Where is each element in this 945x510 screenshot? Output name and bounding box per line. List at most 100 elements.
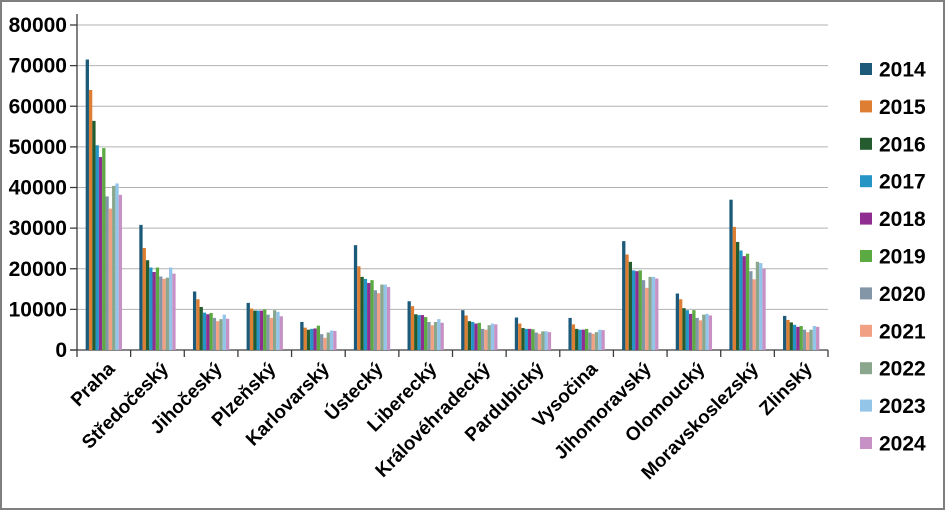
legend-swatch-2019	[860, 250, 872, 262]
bar-Olomoucký-2023	[705, 313, 709, 350]
legend-label-2022: 2022	[879, 358, 926, 381]
bar-Zlinský-2018	[796, 326, 800, 350]
legend-label-2018: 2018	[879, 208, 926, 231]
bar-Ústecký-2019	[370, 280, 374, 351]
bar-Královéhradecký-2016	[467, 321, 472, 350]
bar-Královéhradecký-2015	[464, 315, 468, 350]
bar-Ústecký-2022	[380, 284, 384, 350]
bar-Liberecký-2018	[420, 315, 425, 350]
bar-Zlinský-2014	[783, 315, 787, 351]
bar-Ústecký-2024	[386, 287, 391, 350]
bar-Královéhradecký-2018	[474, 323, 478, 350]
bar-Plzeňský-2021	[269, 317, 273, 350]
x-axis-label: Praha	[67, 358, 119, 410]
bar-Jihočeský-2019	[209, 313, 213, 350]
bar-Karlovarský-2018	[313, 328, 317, 350]
bar-Pardubický-2015	[518, 323, 522, 350]
bar-Olomoucký-2024	[708, 315, 713, 350]
bar-Vysočina-2022	[594, 332, 599, 351]
legend-label-2021: 2021	[879, 320, 926, 343]
bar-Olomoucký-2018	[688, 313, 693, 350]
bar-Karlovarský-2017	[310, 328, 314, 351]
bar-Plzeňský-2014	[246, 302, 250, 351]
x-axis-label: Zlinský	[756, 358, 817, 419]
bar-Zlinský-2015	[786, 319, 790, 350]
bar-Jihočeský-2016	[199, 306, 203, 350]
bar-Jihomoravský-2019	[638, 270, 642, 351]
bar-Pardubický-2017	[524, 328, 529, 351]
legend-swatch-2024	[860, 437, 872, 449]
bar-Praha-2014	[85, 59, 89, 350]
bar-Liberecký-2024	[440, 322, 444, 350]
bar-Olomoucký-2021	[698, 320, 703, 350]
bar-Jihomoravský-2015	[625, 254, 629, 350]
bar-Ústecký-2015	[357, 266, 361, 350]
bar-Vysočina-2014	[568, 317, 572, 350]
bar-Královéhradecký-2023	[490, 323, 495, 350]
legend-swatch-2020	[860, 287, 872, 300]
bar-Zlinský-2019	[799, 326, 803, 350]
bar-Plzeňský-2016	[253, 310, 257, 350]
bar-Moravskoslezský-2019	[745, 253, 750, 350]
bar-Zlinský-2021	[806, 332, 810, 351]
bar-Vysočina-2023	[598, 329, 602, 350]
bar-Karlovarský-2022	[326, 332, 330, 350]
bar-Pardubický-2021	[537, 333, 542, 350]
bar-Pardubický-2014	[514, 317, 519, 350]
bar-Středočeský-2023	[169, 267, 173, 350]
bar-Jihomoravský-2022	[648, 276, 652, 351]
bar-Královéhradecký-2014	[461, 310, 465, 350]
bar-Středočeský-2024	[172, 273, 176, 351]
bar-Olomoucký-2019	[692, 310, 696, 350]
legend-swatch-2021	[860, 324, 872, 337]
bar-Královéhradecký-2017	[471, 321, 475, 350]
bar-Praha-2015	[88, 90, 93, 350]
bar-Moravskoslezský-2023	[759, 263, 763, 350]
bar-Moravskoslezský-2015	[732, 226, 736, 350]
bar-Moravskoslezský-2016	[735, 241, 740, 350]
bar-Jihočeský-2024	[225, 318, 230, 350]
bar-Zlinský-2022	[809, 329, 813, 350]
bar-Moravskoslezský-2014	[729, 199, 733, 350]
legend-swatch-2023	[860, 399, 872, 412]
bar-Praha-2019	[102, 148, 106, 350]
bar-Jihočeský-2022	[219, 319, 223, 351]
bar-Ústecký-2014	[353, 245, 358, 350]
bar-Pardubický-2018	[528, 328, 532, 351]
bar-Středočeský-2018	[152, 272, 156, 350]
bar-Moravskoslezský-2021	[752, 279, 756, 350]
bar-Liberecký-2014	[407, 301, 411, 350]
legend-label-2015: 2015	[879, 96, 926, 119]
bar-Praha-2018	[98, 157, 103, 350]
bar-Plzeňský-2019	[263, 309, 267, 351]
bar-Jihočeský-2017	[202, 312, 207, 351]
bar-Jihočeský-2023	[222, 314, 226, 350]
y-axis-tick-label: 20000	[9, 258, 67, 281]
bar-Zlinský-2016	[789, 322, 793, 351]
legend-label-2019: 2019	[879, 246, 926, 269]
bar-Středočeský-2014	[139, 224, 143, 351]
bar-Karlovarský-2016	[306, 329, 311, 350]
bar-Karlovarský-2014	[300, 321, 304, 350]
bar-Vysočina-2024	[601, 330, 605, 350]
legend-swatch-2016	[860, 137, 872, 150]
bar-Praha-2024	[118, 194, 122, 350]
bar-Liberecký-2020	[427, 321, 431, 350]
bar-Středočeský-2020	[159, 276, 163, 350]
legend-swatch-2015	[860, 100, 872, 113]
bar-Moravskoslezský-2018	[742, 256, 746, 350]
y-axis-tick-label: 40000	[9, 177, 67, 200]
bar-Středočeský-2016	[145, 260, 150, 350]
bar-Pardubický-2024	[547, 332, 552, 351]
legend-label-2024: 2024	[879, 433, 926, 456]
bar-Karlovarský-2023	[329, 330, 334, 350]
bar-Zlinský-2023	[812, 326, 817, 350]
bar-Jihočeský-2018	[206, 314, 210, 350]
bar-Jihomoravský-2024	[655, 278, 659, 350]
legend-label-2020: 2020	[879, 283, 926, 306]
bar-Praha-2020	[105, 196, 109, 350]
bar-Pardubický-2023	[544, 331, 548, 350]
bar-Středočeský-2015	[142, 248, 146, 350]
legend-swatch-2018	[860, 212, 872, 225]
bar-Praha-2021	[108, 208, 113, 351]
